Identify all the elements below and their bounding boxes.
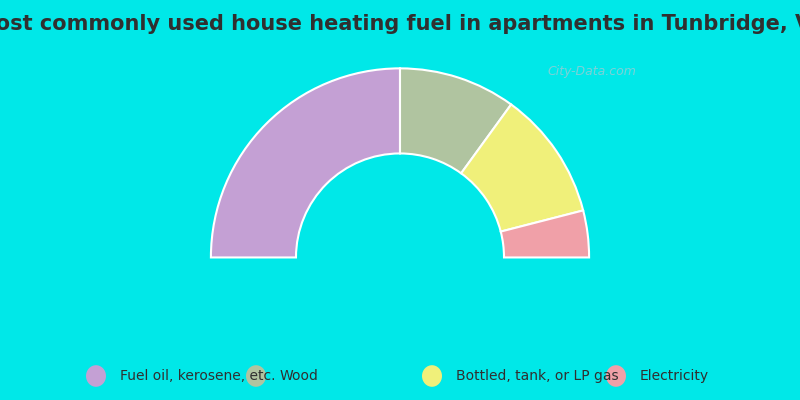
Ellipse shape bbox=[606, 365, 626, 387]
Wedge shape bbox=[211, 68, 400, 258]
Ellipse shape bbox=[422, 365, 442, 387]
Wedge shape bbox=[501, 210, 589, 258]
Text: Electricity: Electricity bbox=[640, 369, 709, 383]
Text: Bottled, tank, or LP gas: Bottled, tank, or LP gas bbox=[456, 369, 618, 383]
Wedge shape bbox=[461, 104, 583, 232]
Text: Most commonly used house heating fuel in apartments in Tunbridge, VT: Most commonly used house heating fuel in… bbox=[0, 14, 800, 34]
Wedge shape bbox=[400, 68, 511, 173]
Text: Wood: Wood bbox=[280, 369, 319, 383]
Ellipse shape bbox=[246, 365, 266, 387]
Ellipse shape bbox=[86, 365, 106, 387]
Text: Fuel oil, kerosene, etc.: Fuel oil, kerosene, etc. bbox=[120, 369, 275, 383]
Text: City-Data.com: City-Data.com bbox=[547, 65, 636, 78]
